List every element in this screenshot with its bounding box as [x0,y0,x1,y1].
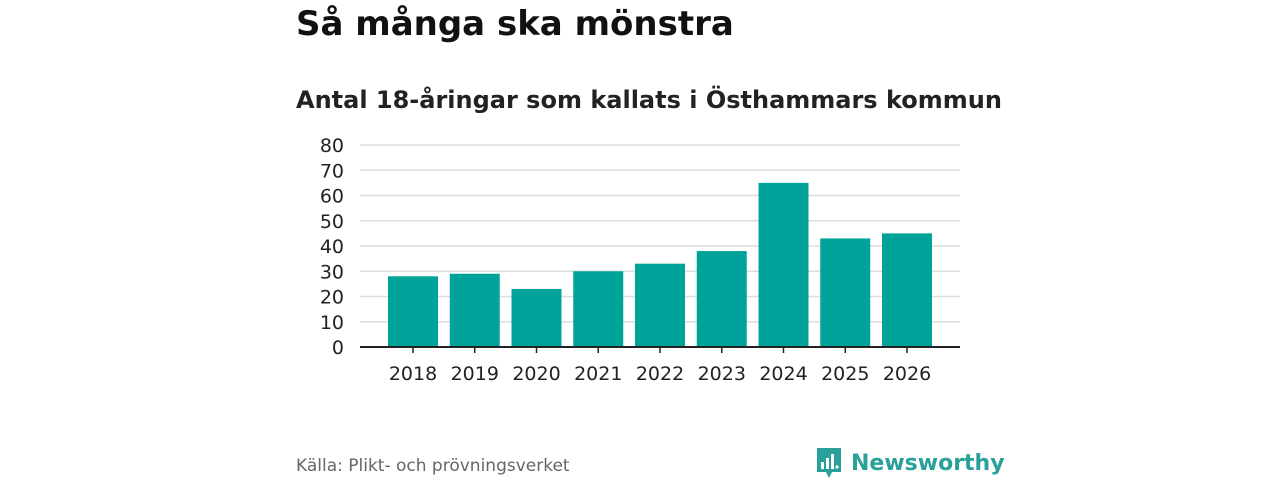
bar-2019 [449,273,500,347]
x-tick-label: 2023 [698,363,746,385]
y-tick-label: 60 [320,186,344,208]
x-axis-ticks: 2018 2019 2020 2021 2022 2023 2024 2025 2026 [389,347,931,385]
bar-2024 [758,182,809,347]
brand-name: Newsworthy [851,450,1005,476]
y-tick-label: 0 [332,337,344,359]
x-tick-label: 2025 [821,363,869,385]
y-axis-ticks: 0 10 20 30 40 50 60 70 80 [320,135,344,359]
y-tick-label: 80 [320,135,344,157]
bar-2026 [882,233,932,347]
x-tick-label: 2018 [389,363,437,385]
bar-2022 [635,263,685,347]
bars [388,182,932,347]
y-tick-label: 50 [320,211,344,233]
x-tick-label: 2020 [512,363,560,385]
y-tick-label: 70 [320,160,344,182]
bar-2018 [388,276,438,347]
x-tick-label: 2019 [451,363,499,385]
newsworthy-logo-icon [817,448,841,478]
y-tick-label: 30 [320,261,344,283]
y-tick-label: 10 [320,312,344,334]
x-tick-label: 2024 [759,363,807,385]
x-tick-label: 2021 [574,363,622,385]
page-title: Så många ska mönstra [296,4,734,44]
x-tick-label: 2026 [883,363,931,385]
bar-2023 [696,251,747,347]
y-tick-label: 20 [320,287,344,309]
chart-subtitle: Antal 18-åringar som kallats i Östhammar… [296,86,1002,114]
bar-2020 [511,288,562,347]
brand-logo: Newsworthy [815,446,1005,480]
x-tick-label: 2022 [636,363,684,385]
y-tick-label: 40 [320,236,344,258]
source-note: Källa: Plikt- och prövningsverket [296,456,570,476]
bar-2021 [573,271,624,347]
bar-2025 [820,238,871,347]
